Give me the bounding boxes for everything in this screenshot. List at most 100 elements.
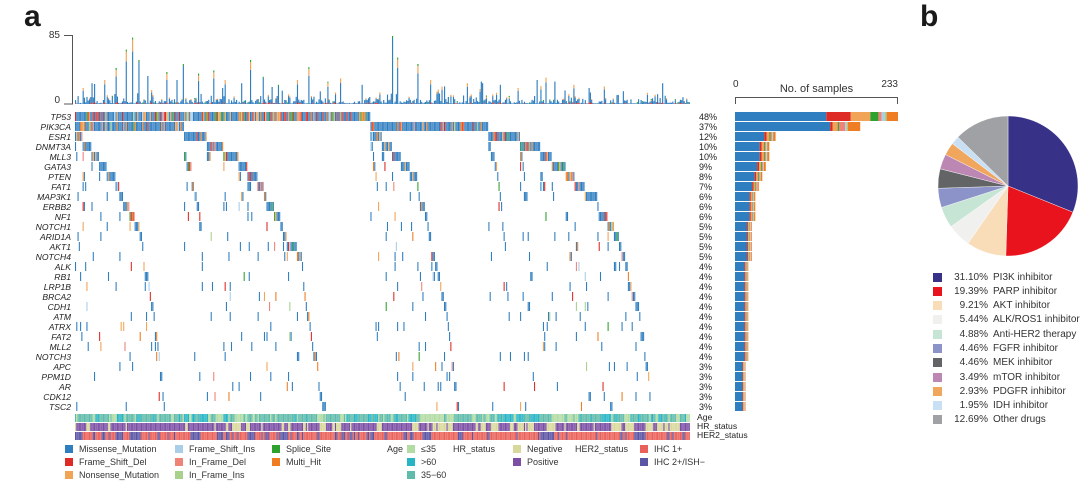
- mutation-color-swatch-icon: [65, 445, 73, 453]
- pie-legend-item: 4.88% Anti-HER2 therapy: [933, 328, 1080, 340]
- gene-pct-label: 4%: [699, 282, 713, 292]
- gene-pct-label: 4%: [699, 322, 713, 332]
- legend-group-title: HR_status: [453, 444, 496, 454]
- gene-pct-label: 10%: [699, 142, 718, 152]
- pie-legend-item: 31.10% PI3K inhibitor: [933, 271, 1080, 283]
- gene-label: GATA3: [44, 162, 71, 172]
- clinical-track-label: Age: [697, 412, 713, 422]
- pie-legend-item: 9.21% AKT inhibitor: [933, 300, 1080, 312]
- pie-legend-item: 1.95% IDH inhibitor: [933, 400, 1080, 411]
- pie-legend-pct: 4.88%: [959, 328, 988, 340]
- tmb-axis-bracket: [64, 35, 73, 105]
- tmb-chart: [75, 36, 690, 104]
- gene-label: ESR1: [48, 132, 71, 142]
- gene-pct-label: 4%: [699, 352, 713, 362]
- legend-item-mutation: In_Frame_Del: [175, 457, 246, 467]
- legend-item-label: IHC 1+: [654, 444, 683, 454]
- mutation-color-swatch-icon: [175, 445, 183, 453]
- oncoprint-grid: [75, 112, 651, 411]
- pie-legend-label: PI3K inhibitor: [993, 271, 1053, 283]
- clinical-color-swatch-icon: [640, 458, 648, 466]
- gene-pct-label: 3%: [699, 372, 713, 382]
- pie-legend-pct: 31.10%: [954, 271, 988, 283]
- gene-pct-label: 3%: [699, 392, 713, 402]
- legend-item-label: In_Frame_Del: [189, 457, 247, 467]
- pie-legend-item: 19.39% PARP inhibitor: [933, 285, 1080, 297]
- clinical-track-labels: Age HR_status HER2_status: [697, 413, 748, 440]
- gene-label: FAT1: [51, 182, 71, 192]
- gene-label: RB1: [54, 272, 71, 282]
- gene-label: NF1: [54, 212, 71, 222]
- pie-legend-pct: 19.39%: [954, 285, 988, 297]
- gene-label: ALK: [54, 262, 71, 272]
- pie-legend: 31.10% PI3K inhibitor 19.39% PARP inhibitor…: [933, 272, 1080, 429]
- gene-pct-label: 5%: [699, 232, 713, 242]
- gene-label: PPM1D: [41, 372, 71, 382]
- panel-a-label: a: [24, 0, 41, 33]
- legend-item-mutation: Multi_Hit: [272, 457, 321, 467]
- pie-legend-label: Anti-HER2 therapy: [993, 328, 1077, 340]
- clinical-color-swatch-icon: [513, 458, 521, 466]
- mutation-color-swatch-icon: [65, 458, 73, 466]
- pie-legend-item: 4.46% MEK inhibitor: [933, 357, 1080, 368]
- gene-pct-label: 4%: [699, 292, 713, 302]
- gene-pct-label: 12%: [699, 132, 718, 142]
- legend-item-label: Frame_Shift_Ins: [189, 444, 256, 454]
- gene-pct-label: 3%: [699, 362, 713, 372]
- pie-legend-label: ALK/ROS1 inhibitor: [993, 314, 1080, 326]
- gene-label: ARID1A: [39, 232, 71, 242]
- legend-item-label: IHC 2+/ISH−: [654, 457, 706, 467]
- clinical-color-swatch-icon: [407, 445, 415, 453]
- clinical-color-swatch-icon: [513, 445, 521, 453]
- pie-color-swatch-icon: [933, 372, 942, 382]
- mutation-color-swatch-icon: [175, 458, 183, 466]
- gene-pct-label: 6%: [699, 192, 713, 202]
- legend-item-mutation: Missense_Mutation: [65, 444, 157, 454]
- legend-item-label: Multi_Hit: [286, 457, 322, 467]
- pie-legend-label: PARP inhibitor: [993, 285, 1058, 297]
- gene-pct-label: 5%: [699, 242, 713, 252]
- legend-item-clinical: ≤35: [407, 444, 436, 454]
- legend-item-label: >60: [421, 457, 437, 467]
- gene-pct-label: 4%: [699, 272, 713, 282]
- gene-label: NOTCH4: [35, 252, 71, 262]
- pie-legend-pct: 2.93%: [959, 385, 988, 397]
- legend-group-title: HER2_status: [575, 444, 629, 454]
- samples-chart: [735, 112, 898, 411]
- legend-item-clinical: >60: [407, 457, 436, 467]
- pie-legend-label: FGFR inhibitor: [993, 342, 1059, 354]
- gene-label: NOTCH1: [35, 222, 71, 232]
- legend-item-mutation: Frame_Shift_Del: [65, 457, 147, 467]
- pie-legend-pct: 12.69%: [954, 414, 988, 426]
- legend-item-label: Missense_Mutation: [79, 444, 157, 454]
- mutation-color-swatch-icon: [65, 471, 73, 479]
- clinical-color-swatch-icon: [407, 458, 415, 466]
- gene-pct-label: 6%: [699, 202, 713, 212]
- legend-item-mutation: Nonsense_Mutation: [65, 470, 159, 480]
- legend-item-clinical: Negative: [513, 444, 563, 454]
- gene-label: MAP3K1: [37, 192, 71, 202]
- legend-item-label: Positive: [527, 457, 559, 467]
- gene-label: APC: [53, 362, 71, 372]
- gene-label: PIK3CA: [40, 122, 71, 132]
- clinical-track-label: HER2_status: [697, 430, 748, 440]
- pie-color-swatch-icon: [933, 358, 942, 368]
- tmb-ymin-label: 0: [54, 95, 60, 106]
- pie-color-swatch-icon: [933, 329, 942, 339]
- gene-label: AKT1: [49, 242, 72, 252]
- gene-label: NOTCH3: [35, 352, 71, 362]
- gene-pct-label: 7%: [699, 182, 713, 192]
- pie-legend-label: AKT inhibitor: [993, 300, 1051, 312]
- gene-label: BRCA2: [42, 292, 71, 302]
- pie-legend-pct: 4.46%: [959, 342, 988, 354]
- gene-pct-label: 3%: [699, 382, 713, 392]
- pie-legend-item: 4.46% FGFR inhibitor: [933, 342, 1080, 354]
- gene-pct-label: 5%: [699, 222, 713, 232]
- pie-legend-pct: 3.49%: [959, 371, 988, 383]
- samples-ruler: [735, 97, 898, 104]
- gene-label: MLL2: [49, 342, 72, 352]
- mutation-color-swatch-icon: [272, 445, 280, 453]
- legend-item-label: Negative: [527, 444, 563, 454]
- pie-color-swatch-icon: [933, 415, 942, 425]
